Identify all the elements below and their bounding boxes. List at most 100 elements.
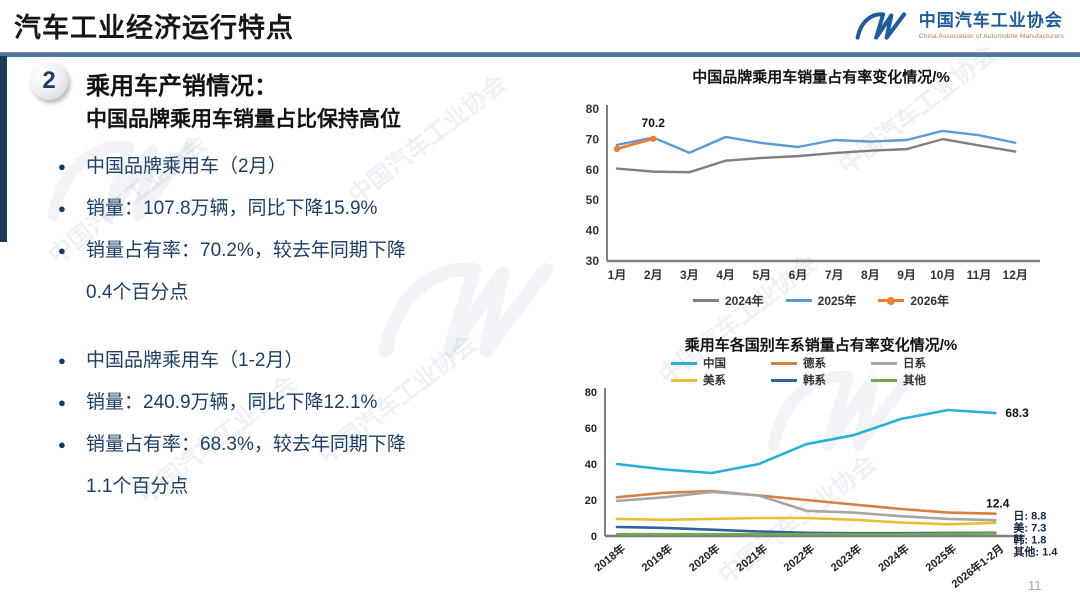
legend-swatch bbox=[771, 361, 797, 365]
svg-text:30: 30 bbox=[586, 254, 600, 268]
legend-label: 中国 bbox=[703, 358, 726, 370]
legend-label: 日系 bbox=[903, 358, 926, 370]
svg-text:韩: 1.8: 韩: 1.8 bbox=[1013, 533, 1046, 547]
svg-text:5月: 5月 bbox=[752, 268, 771, 282]
svg-text:2020年: 2020年 bbox=[686, 541, 723, 574]
bullet-item: 销量占有率：68.3%，较去年同期下降 1.1个百分点 bbox=[58, 424, 528, 508]
legend-item-日系: 日系 bbox=[871, 355, 971, 371]
svg-text:2021年: 2021年 bbox=[733, 541, 770, 574]
caam-logo-icon bbox=[855, 12, 906, 40]
legend-swatch bbox=[785, 299, 812, 302]
section-accent-bar bbox=[0, 56, 7, 242]
svg-text:2025年: 2025年 bbox=[922, 541, 959, 574]
series-line-德系 bbox=[615, 489, 997, 515]
series-line-2024年 bbox=[615, 137, 1017, 174]
caam-logo-name-en: China Association of Automobile Manufact… bbox=[918, 32, 1064, 40]
legend-label: 2025年 bbox=[817, 294, 857, 308]
svg-text:2026年1-2月: 2026年1-2月 bbox=[948, 541, 1006, 590]
legend-label: 韩系 bbox=[803, 375, 826, 387]
svg-text:50: 50 bbox=[586, 193, 600, 207]
svg-text:2023年: 2023年 bbox=[828, 541, 865, 574]
section-number-badge: 2 bbox=[30, 62, 68, 100]
legend-label: 其他 bbox=[903, 375, 926, 387]
svg-text:10月: 10月 bbox=[930, 268, 955, 282]
bullet-list-jan-feb: 中国品牌乘用车（1-2月） 销量：240.9万辆，同比下降12.1% 销量占有率… bbox=[58, 340, 528, 508]
svg-text:12月: 12月 bbox=[1003, 268, 1028, 282]
legend-item-2026年: 2026年 bbox=[878, 292, 949, 309]
svg-text:其他: 1.4: 其他: 1.4 bbox=[1013, 545, 1058, 559]
series-marker bbox=[650, 135, 657, 142]
legend-label: 2026年 bbox=[910, 294, 950, 308]
svg-text:1月: 1月 bbox=[608, 268, 627, 282]
legend-swatch bbox=[871, 378, 897, 382]
svg-text:8月: 8月 bbox=[861, 268, 880, 282]
legend-item-韩系: 韩系 bbox=[771, 372, 871, 388]
legend-label: 2024年 bbox=[724, 294, 764, 308]
bullet-item: 销量：107.8万辆，同比下降15.9% bbox=[58, 188, 528, 230]
svg-text:7月: 7月 bbox=[825, 268, 844, 282]
chart-country-series-share: 乘用车各国别车系销量占有率变化情况/% 中国 德系 日系美系 韩系 其他 0 20 40 60… bbox=[565, 330, 1077, 602]
legend-item-2025年: 2025年 bbox=[785, 292, 857, 309]
svg-text:6月: 6月 bbox=[789, 268, 808, 282]
svg-text:70.2: 70.2 bbox=[642, 116, 666, 130]
series-line-2025年 bbox=[615, 129, 1017, 154]
svg-text:4月: 4月 bbox=[716, 268, 735, 282]
legend-item-其他: 其他 bbox=[871, 372, 971, 388]
legend-swatch bbox=[878, 296, 905, 305]
chart-1-plot: 30 40 50 60 70 80 1月 2月 3月 4月 5月 6月 7月 8月 9月 10月 11月 12月 7… bbox=[586, 102, 1040, 282]
svg-text:12.4: 12.4 bbox=[986, 497, 1010, 511]
header-divider bbox=[0, 52, 1080, 57]
svg-text:70: 70 bbox=[586, 132, 600, 146]
series-line-其他 bbox=[615, 532, 997, 536]
page-title: 汽车工业经济运行特点 bbox=[14, 13, 294, 43]
svg-text:40: 40 bbox=[585, 459, 597, 471]
chart-2-legend: 中国 德系 日系美系 韩系 其他 bbox=[565, 355, 1077, 388]
chart-1-title: 中国品牌乘用车销量占有率变化情况/% bbox=[692, 69, 950, 86]
svg-text:9月: 9月 bbox=[897, 268, 916, 282]
svg-text:2022年: 2022年 bbox=[780, 541, 817, 574]
svg-text:80: 80 bbox=[585, 388, 597, 399]
svg-text:60: 60 bbox=[585, 423, 597, 435]
legend-swatch bbox=[671, 361, 697, 365]
svg-text:40: 40 bbox=[586, 224, 600, 238]
bullet-list-feb: 中国品牌乘用车（2月） 销量：107.8万辆，同比下降15.9% 销量占有率：7… bbox=[58, 146, 528, 314]
svg-text:20: 20 bbox=[585, 495, 597, 507]
svg-text:11月: 11月 bbox=[967, 268, 992, 282]
series-line-韩系 bbox=[615, 525, 997, 535]
page-number: 11 bbox=[1028, 578, 1042, 593]
series-marker bbox=[613, 145, 621, 153]
svg-text:美: 7.3: 美: 7.3 bbox=[1013, 521, 1046, 535]
chart-2-title: 乘用车各国别车系销量占有率变化情况/% bbox=[684, 337, 958, 354]
legend-swatch bbox=[771, 378, 797, 382]
legend-item-德系: 德系 bbox=[771, 355, 871, 371]
svg-text:2019年: 2019年 bbox=[639, 541, 676, 574]
svg-text:2月: 2月 bbox=[644, 268, 663, 282]
legend-item-美系: 美系 bbox=[671, 372, 771, 388]
legend-item-中国: 中国 bbox=[671, 355, 771, 371]
chart-brand-share-monthly: 中国品牌乘用车销量占有率变化情况/% 30 40 50 60 70 80 1月 2月 3月 4月 5… bbox=[565, 62, 1077, 318]
series-line-日系 bbox=[615, 490, 997, 522]
section-heading: 乘用车产销情况： bbox=[86, 73, 278, 100]
bullet-item: 中国品牌乘用车（1-2月） bbox=[58, 340, 528, 382]
bullet-item: 销量占有率：70.2%，较去年同期下降 0.4个百分点 bbox=[58, 230, 528, 314]
svg-text:日: 8.8: 日: 8.8 bbox=[1013, 510, 1046, 523]
svg-text:80: 80 bbox=[586, 102, 600, 116]
svg-text:68.3: 68.3 bbox=[1005, 406, 1029, 420]
svg-text:2018年: 2018年 bbox=[591, 541, 628, 574]
series-line-美系 bbox=[615, 516, 997, 526]
series-line-中国 bbox=[615, 408, 997, 475]
legend-label: 美系 bbox=[703, 375, 726, 387]
svg-text:0: 0 bbox=[591, 531, 597, 543]
bullet-item: 销量：240.9万辆，同比下降12.1% bbox=[58, 382, 528, 424]
svg-text:2024年: 2024年 bbox=[875, 541, 912, 574]
series-line-2026年 bbox=[615, 137, 655, 151]
legend-item-2024年: 2024年 bbox=[692, 292, 764, 309]
caam-logo: 中国汽车工业协会 China Association of Automobile… bbox=[853, 7, 1064, 45]
svg-text:60: 60 bbox=[586, 163, 600, 177]
section-subheading: 中国品牌乘用车销量占比保持高位 bbox=[86, 108, 401, 131]
legend-swatch bbox=[671, 378, 697, 382]
svg-text:3月: 3月 bbox=[680, 268, 699, 282]
legend-swatch bbox=[692, 299, 719, 302]
caam-logo-name-cn: 中国汽车工业协会 bbox=[918, 11, 1063, 31]
legend-label: 德系 bbox=[803, 358, 826, 370]
